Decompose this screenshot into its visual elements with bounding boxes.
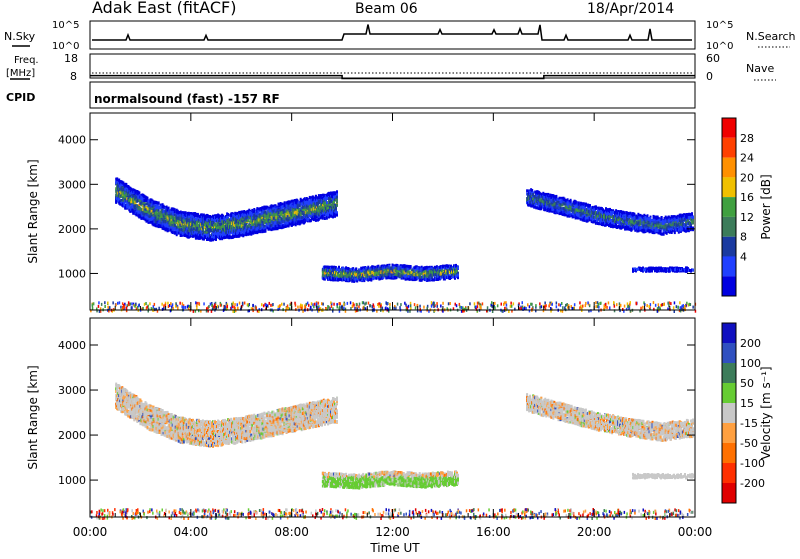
scatter-cell [419,272,421,275]
scatter-cell [284,201,286,204]
freq-label: Freq. [14,55,39,66]
noise-tick-right-bottom: 10^0 [706,41,733,52]
scatter-cell [336,268,338,271]
scatter-cell [338,269,340,272]
scatter-cell [345,266,347,269]
cpid-label: CPID [6,91,35,104]
noise-panel [90,21,695,49]
scatter-cell [138,191,140,194]
scatter-cell [331,266,333,269]
scatter-cell [158,202,160,205]
scatter-cell [197,214,199,217]
noise-tick-right-top: 10^5 [706,20,733,31]
scatter-cell [318,218,320,221]
scatter-cell [247,219,249,222]
scatter-cell [165,220,167,223]
noise-trace [92,25,692,41]
scatter-cell [426,275,428,278]
scatter-cell [221,237,223,240]
scatter-cell [370,278,372,281]
scatter-cell [134,190,136,193]
freq-tick-bottom: 8 [70,70,77,83]
scatter-cell [338,266,340,269]
scatter-cell [227,213,229,216]
noise-tick-left-top: 10^5 [52,20,79,31]
scatter-cell [315,195,317,198]
scatter-cell [233,235,235,238]
station-title: Adak East (fitACF) [92,0,236,17]
scatter-cell [215,238,217,241]
scatter-cell [125,184,127,187]
scatter-cell [324,266,326,269]
nsearch-label: N.Search [746,30,796,43]
scatter-cell [264,229,266,232]
scatter-cell [115,181,117,184]
scatter-cell [174,208,176,211]
scatter-cell [367,266,369,269]
scatter-cell [324,217,326,220]
scatter-cell [193,235,195,238]
scatter-cell [322,215,324,218]
scatter-cell [229,221,231,224]
scatter-cell [158,206,160,209]
scatter-cell [336,200,338,203]
scatter-cell [336,190,338,193]
nave-label: Nave [746,62,774,75]
date-label: 18/Apr/2014 [587,1,674,17]
scatter-cell [359,279,361,282]
scatter-cell [217,229,219,232]
scatter-cell [243,210,245,213]
scatter-cell [207,214,209,217]
scatter-cell [336,196,338,199]
scatter-cell [242,234,244,237]
scatter-cell [326,201,328,204]
scatter-cell [178,232,180,235]
scatter-cell [335,207,337,210]
scatter-cell [182,232,184,235]
nsky-label: N.Sky [4,30,36,43]
scatter-cell [261,206,263,209]
cpid-text: normalsound (fast) -157 RF [94,92,280,106]
scatter-cell [326,217,328,220]
scatter-cell [314,215,316,218]
scatter-cell [336,214,338,217]
scatter-cell [388,273,390,276]
scatter-cell [132,211,134,214]
beam-label: Beam 06 [355,1,418,17]
noise-tick-left-bottom: 10^0 [52,41,79,52]
scatter-cell [191,228,193,231]
nave-tick-top: 60 [706,52,720,65]
freq-unit-label: [MHz] [6,68,35,79]
scatter-cell [259,230,261,233]
nave-tick-bottom: 0 [706,70,713,83]
freq-panel [90,54,695,78]
freq-tick-top: 18 [64,52,78,65]
scatter-cell [333,201,335,204]
scatter-cell [336,204,338,207]
scatter-cell [410,266,412,269]
scatter-cell [271,224,273,227]
